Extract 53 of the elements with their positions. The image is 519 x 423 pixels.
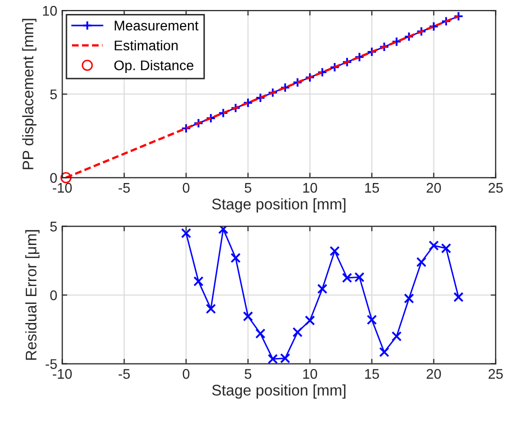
point: [230, 252, 241, 263]
x-tick-label: 5: [244, 183, 252, 193]
x-tick-label: -10: [52, 369, 72, 379]
point: [193, 276, 204, 286]
point: [60, 172, 72, 184]
legend-label: Op. Distance: [114, 60, 194, 74]
x-axis-title: Stage position [mm]: [212, 198, 346, 212]
point: [317, 284, 328, 294]
y-tick-label: 0: [50, 172, 57, 183]
x-tick-label: 10: [303, 369, 318, 379]
point: [342, 272, 352, 283]
point: [379, 347, 390, 358]
x-axis-title: Stage position [mm]: [212, 384, 346, 399]
x-tick-label: 20: [426, 182, 441, 193]
x-tick-label: 25: [488, 182, 503, 193]
point: [206, 304, 216, 314]
x-tick-label: -10: [52, 182, 72, 193]
point: [428, 240, 439, 251]
y-tick-label: -5: [46, 359, 57, 369]
x-tick-label: 15: [365, 183, 379, 193]
x-tick-label: 10: [303, 182, 318, 193]
point: [392, 331, 402, 342]
x-tick-label: -5: [118, 183, 130, 193]
point: [181, 228, 192, 238]
point: [304, 315, 315, 326]
x-tick-label: 0: [182, 369, 190, 379]
x-tick-label: 25: [488, 369, 503, 379]
y-tick-label: 5: [50, 90, 57, 100]
point: [453, 292, 464, 302]
point: [218, 226, 228, 234]
x-tick-label: 0: [182, 182, 190, 193]
point: [330, 246, 340, 256]
point: [416, 256, 426, 268]
y-axis-title: PP displacement [mm]: [22, 18, 36, 170]
legend-label: Measurement: [114, 20, 198, 30]
point: [268, 354, 278, 364]
point: [441, 243, 452, 254]
y-tick-label: 10: [43, 6, 57, 16]
x-tick-label: 15: [365, 369, 379, 379]
point: [404, 293, 414, 304]
point: [242, 311, 254, 322]
y-axis-title: Residual Error [μm]: [25, 230, 40, 360]
point: [255, 328, 266, 339]
y-tick-label: 5: [50, 222, 57, 232]
x-tick-label: -5: [118, 369, 130, 379]
point: [280, 353, 290, 364]
x-tick-label: 5: [244, 369, 252, 379]
point: [354, 272, 365, 282]
x-tick-label: 20: [426, 369, 441, 379]
point: [292, 327, 303, 338]
point: [366, 314, 377, 325]
y-tick-label: 0: [50, 290, 57, 300]
legend-label: Estimation: [114, 40, 178, 50]
